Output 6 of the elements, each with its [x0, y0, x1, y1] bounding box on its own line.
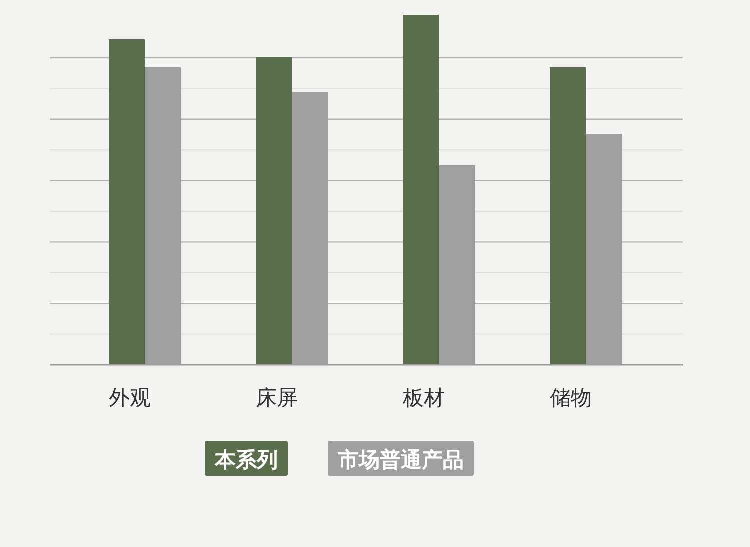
x-tick-label: 外观: [109, 386, 151, 410]
x-tick-label: 板材: [402, 386, 445, 410]
x-tick-label: 床屏: [256, 386, 298, 410]
text: 市场普通产品: [337, 448, 464, 472]
x-tick-label: 储物: [550, 386, 592, 410]
text: 本系列: [214, 448, 278, 472]
